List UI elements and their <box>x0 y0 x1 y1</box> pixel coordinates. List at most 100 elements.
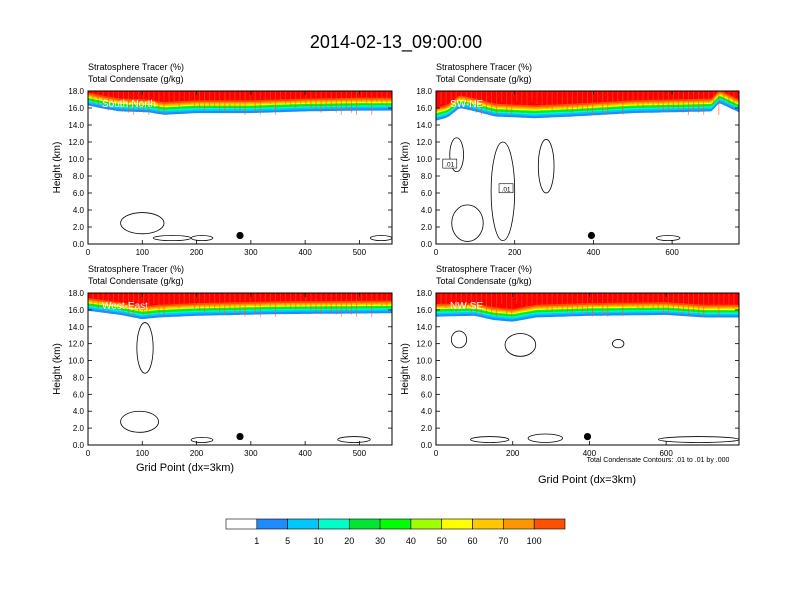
y-axis-label: Height (km) <box>400 343 411 395</box>
contour-line <box>470 436 510 443</box>
tracer-field <box>88 293 392 443</box>
x-tick-label: 500 <box>353 248 367 257</box>
y-tick-label: 12.0 <box>416 340 432 349</box>
y-tick-label: 0.0 <box>421 441 433 450</box>
colorbar-swatch <box>287 518 319 530</box>
x-tick-label: 0 <box>434 248 439 257</box>
xlabel-right: Grid Point (dx=3km) <box>538 474 636 486</box>
y-tick-label: 18.0 <box>416 87 432 96</box>
x-tick-label: 100 <box>136 449 150 458</box>
colorbar: 1 5 10 20 30 40 50 60 70 100 <box>225 518 566 546</box>
x-tick-label: 0 <box>434 449 439 458</box>
tracer-field <box>436 91 739 242</box>
contour-label: .01 <box>502 186 511 193</box>
y-tick-label: 14.0 <box>68 121 84 130</box>
panel-sw-ne: .01 .01 0.0 2.0 4.0 6.0 8.0 10.0 12.0 14.0 16.0 18.… <box>400 62 740 257</box>
y-tick-label: 8.0 <box>73 172 85 181</box>
panel-name: West-East <box>102 301 148 312</box>
x-tick-label: 200 <box>190 248 204 257</box>
main-title: 2014-02-13_09:00:00 <box>309 32 483 52</box>
colorbar-label: 30 <box>375 536 385 546</box>
x-tick-label: 400 <box>298 248 312 257</box>
condensate-title: Total Condensate (g/kg) <box>88 276 184 286</box>
panel-south-north: 0.0 2.0 4.0 6.0 8.0 10.0 12.0 14.0 16.0 18.0 0 100 2… <box>52 62 393 257</box>
colorbar-swatch <box>348 518 381 530</box>
y-tick-label: 2.0 <box>73 424 85 433</box>
contour-label-box <box>442 158 458 169</box>
contour-line <box>152 235 192 241</box>
colorbar-swatch <box>379 518 412 530</box>
plot-frame <box>435 90 740 245</box>
colorbar-label: 20 <box>344 536 354 546</box>
y-tick-label: 6.0 <box>421 390 433 399</box>
contour-line <box>490 141 516 241</box>
contour-line <box>120 212 165 235</box>
x-tick-label: 0 <box>86 248 91 257</box>
location-marker <box>236 231 244 240</box>
contour-line <box>190 436 214 443</box>
y-tick-label: 18.0 <box>68 87 84 96</box>
colorbar-swatch <box>441 518 473 530</box>
y-axis-label: Height (km) <box>400 142 411 194</box>
x-tick-label: 300 <box>244 248 258 257</box>
y-tick-label: 16.0 <box>416 104 432 113</box>
contour-line <box>612 339 625 349</box>
colorbar-label: 100 <box>527 536 542 546</box>
y-tick-label: 2.0 <box>73 223 85 232</box>
colorbar-label: 10 <box>313 536 323 546</box>
xlabel-left: Grid Point (dx=3km) <box>136 462 234 474</box>
y-tick-label: 0.0 <box>73 240 85 249</box>
y-tick-label: 16.0 <box>68 104 84 113</box>
tracer-field <box>436 293 739 443</box>
contour-line <box>655 235 681 241</box>
y-tick-label: 6.0 <box>421 189 433 198</box>
x-tick-label: 500 <box>353 449 367 458</box>
colorbar-swatch <box>503 518 535 530</box>
contour-line <box>120 410 159 433</box>
y-tick-label: 10.0 <box>68 357 84 366</box>
x-tick-label: 400 <box>583 449 597 458</box>
condensate-contours <box>120 322 371 443</box>
condensate-contours <box>450 330 739 443</box>
x-tick-label: 300 <box>244 449 258 458</box>
y-tick-label: 0.0 <box>73 441 85 450</box>
y-tick-label: 10.0 <box>416 357 432 366</box>
colorbar-label: 50 <box>437 536 447 546</box>
y-tick-label: 8.0 <box>421 172 433 181</box>
condensate-contours <box>449 137 681 242</box>
plot-frame <box>87 292 393 446</box>
x-tick-label: 600 <box>659 449 673 458</box>
x-tick-label: 200 <box>190 449 204 458</box>
y-tick-label: 8.0 <box>73 373 85 382</box>
x-tick-label: 400 <box>298 449 312 458</box>
colorbar-swatch <box>318 518 350 530</box>
location-marker <box>583 432 592 441</box>
contour-line <box>527 433 563 443</box>
y-axis-label: Height (km) <box>52 142 63 194</box>
y-tick-label: 2.0 <box>421 223 433 232</box>
panel-nw-se: 0.0 2.0 4.0 6.0 8.0 10.0 12.0 14.0 16.0 18.0 0 200 4… <box>400 264 740 458</box>
contour-line <box>537 139 555 194</box>
colorbar-label: 5 <box>285 536 290 546</box>
tracer-title: Stratosphere Tracer (%) <box>436 62 532 72</box>
colorbar-swatch <box>472 518 504 530</box>
tracer-title: Stratosphere Tracer (%) <box>436 264 532 274</box>
x-tick-label: 0 <box>86 449 91 458</box>
colorbar-swatch <box>256 518 288 530</box>
condensate-contours <box>120 212 392 241</box>
y-tick-label: 4.0 <box>73 407 85 416</box>
panel-name: SW-NE <box>450 99 483 110</box>
panel-name: South-North <box>102 99 156 110</box>
y-tick-label: 18.0 <box>68 289 84 298</box>
condensate-title: Total Condensate (g/kg) <box>436 74 532 84</box>
y-tick-label: 6.0 <box>73 390 85 399</box>
y-tick-label: 12.0 <box>416 138 432 147</box>
contour-line <box>449 137 464 173</box>
tracer-title: Stratosphere Tracer (%) <box>88 264 184 274</box>
contour-line <box>450 330 468 349</box>
contour-line <box>369 235 392 241</box>
y-axis-label: Height (km) <box>52 343 63 395</box>
contour-label: .01 <box>445 162 454 169</box>
x-tick-label: 100 <box>136 248 150 257</box>
